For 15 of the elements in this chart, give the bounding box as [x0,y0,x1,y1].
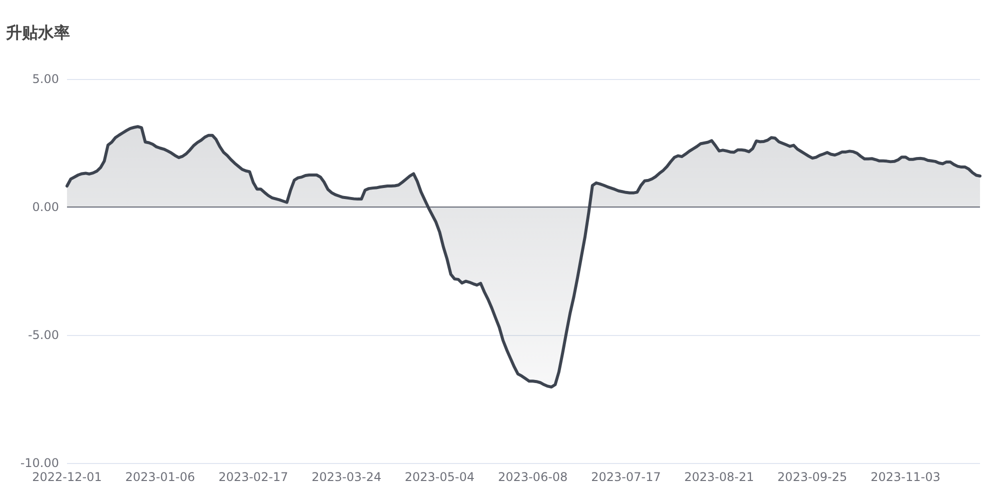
title: 升贴水率 [6,23,70,42]
x-tick-label: 2023-11-03 [870,470,940,484]
y-tick-label: 0.00 [32,200,59,214]
x-tick-label: 2023-01-06 [125,470,196,484]
x-tick-label: 2023-08-21 [684,470,754,484]
x-tick-label: 2023-07-17 [591,470,661,484]
y-tick-label: 5.00 [32,72,59,86]
x-tick-label: 2023-02-17 [218,470,288,484]
x-tick-label: 2023-06-08 [498,470,568,484]
x-tick-label: 2023-05-04 [404,470,475,484]
y-tick-label: -5.00 [28,328,59,342]
x-tick-label: 2022-12-01 [32,470,102,484]
x-tick-label: 2023-09-25 [777,470,848,484]
x-tick-label: 2023-03-24 [312,470,382,484]
y-tick-label: -10.00 [20,456,59,470]
